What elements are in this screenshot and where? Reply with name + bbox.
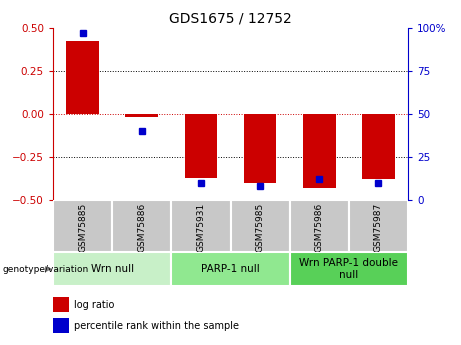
Text: percentile rank within the sample: percentile rank within the sample (74, 321, 239, 331)
Bar (171, 252, 290, 286)
Text: GSM75987: GSM75987 (374, 203, 383, 252)
Text: Wrn null: Wrn null (91, 264, 134, 274)
Bar (53, 200, 112, 252)
Title: GDS1675 / 12752: GDS1675 / 12752 (169, 11, 292, 25)
Text: GSM75931: GSM75931 (196, 203, 206, 252)
Text: log ratio: log ratio (74, 300, 115, 310)
Text: GSM75985: GSM75985 (255, 203, 265, 252)
Bar (53, 318, 69, 333)
Bar (349, 200, 408, 252)
Bar (171, 200, 230, 252)
Bar (53, 297, 69, 312)
Bar (53, 252, 171, 286)
Text: Wrn PARP-1 double
null: Wrn PARP-1 double null (299, 258, 398, 280)
Bar (230, 200, 290, 252)
Bar (362, 114, 395, 179)
Text: GSM75986: GSM75986 (315, 203, 324, 252)
Bar (290, 200, 349, 252)
Bar (125, 114, 158, 117)
Bar (244, 114, 276, 183)
Text: genotype/variation: genotype/variation (2, 265, 89, 274)
Text: GSM75885: GSM75885 (78, 203, 87, 252)
Bar (66, 41, 99, 114)
Bar (185, 114, 217, 178)
Bar (112, 200, 171, 252)
Text: GSM75886: GSM75886 (137, 203, 146, 252)
Bar (290, 252, 408, 286)
Bar (303, 114, 336, 188)
Text: PARP-1 null: PARP-1 null (201, 264, 260, 274)
